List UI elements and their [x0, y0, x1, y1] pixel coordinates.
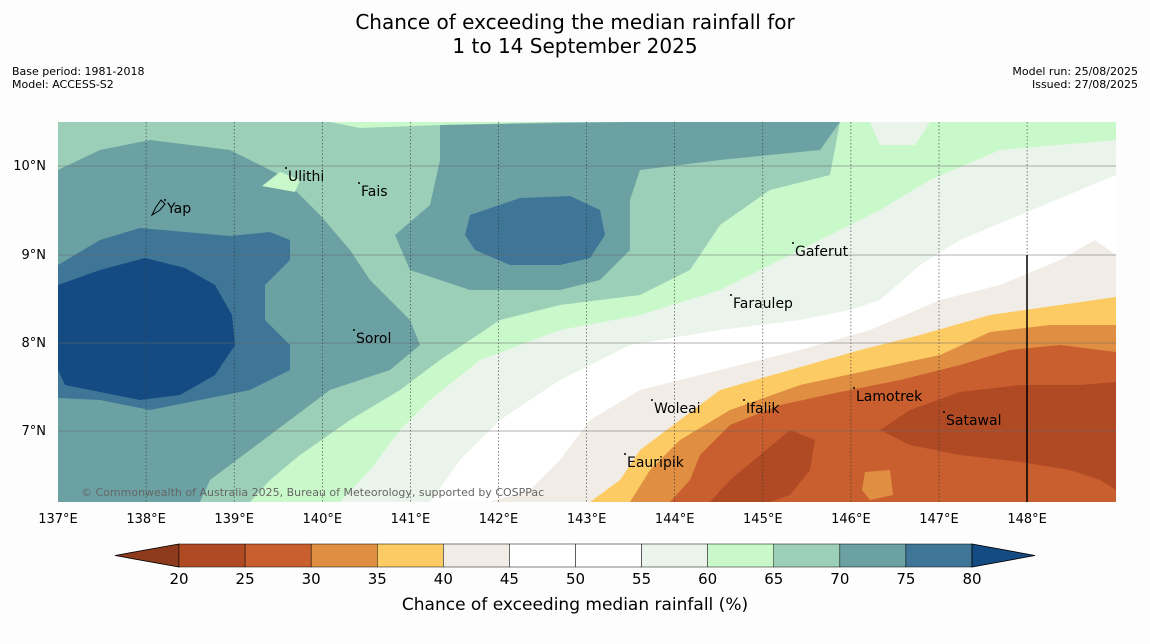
- place-label-woleai: Woleai: [654, 401, 701, 417]
- meta-left: Base period: 1981-2018 Model: ACCESS-S2: [12, 65, 144, 91]
- colorbar: 20 25 30 35 40 45 50 55 60 65 70 75 80: [114, 543, 1036, 588]
- colorbar-segment: [509, 543, 576, 568]
- island-marker: [943, 411, 945, 413]
- place-label-sorol: Sorol: [356, 331, 391, 347]
- place-labels: Yap Ulithi Fais Gaferut Faraulep Sorol Woleai I…: [150, 167, 1001, 471]
- colorbar-segment: [310, 543, 378, 568]
- probability-fields: [58, 122, 1116, 502]
- x-tick-label: 147°E: [919, 512, 959, 527]
- field-30-35-patch: [862, 470, 893, 500]
- x-tick-label: 142°E: [479, 512, 519, 527]
- place-label-yap: Yap: [166, 201, 191, 217]
- colorbar-tick-label: 50: [566, 570, 585, 588]
- graticule: [58, 122, 1116, 502]
- y-tick-label: 8°N: [22, 336, 47, 351]
- colorbar-tick-label: 55: [632, 570, 651, 588]
- x-tick-label: 140°E: [303, 512, 343, 527]
- island-marker: [164, 199, 166, 201]
- map-title-line-1: Chance of exceeding the median rainfall …: [355, 10, 795, 34]
- map-title-line-2: 1 to 14 September 2025: [452, 34, 698, 58]
- x-tick-label: 144°E: [655, 512, 695, 527]
- field-80-plus: [58, 258, 235, 400]
- colorbar-segment: [244, 543, 312, 568]
- x-tick-label: 141°E: [391, 512, 431, 527]
- place-label-lamotrek: Lamotrek: [856, 389, 923, 405]
- colorbar-segment: [641, 543, 708, 568]
- model-run-text: Model run: 25/08/2025: [1012, 65, 1138, 78]
- colorbar-tick-label: 35: [368, 570, 387, 588]
- x-tick-label: 143°E: [567, 512, 607, 527]
- axis-tick-labels: 137°E 138°E 139°E 140°E 141°E 142°E 143°E 144°E…: [13, 159, 1047, 527]
- colorbar-tick-label: 65: [764, 570, 783, 588]
- colorbar-tick-label: 60: [698, 570, 717, 588]
- island-marker: [730, 294, 732, 296]
- colorbar-tick-label: 45: [500, 570, 519, 588]
- colorbar-tick-label: 30: [302, 570, 321, 588]
- colorbar-segment: [377, 543, 444, 568]
- x-tick-label: 137°E: [38, 512, 78, 527]
- place-label-ifalik: Ifalik: [746, 401, 780, 417]
- copyright-text: © Commonwealth of Australia 2025, Bureau…: [81, 486, 544, 499]
- colorbar-tick-label: 25: [236, 570, 255, 588]
- colorbar-over-arrow: [971, 543, 1036, 568]
- y-tick-label: 7°N: [22, 424, 47, 439]
- colorbar-title: Chance of exceeding median rainfall (%): [402, 595, 748, 615]
- x-tick-label: 139°E: [214, 512, 254, 527]
- place-label-fais: Fais: [361, 184, 388, 200]
- island-marker: [624, 453, 626, 455]
- field-patch-northeast: [870, 122, 930, 145]
- colorbar-tick-label: 75: [896, 570, 915, 588]
- x-tick-label: 145°E: [743, 512, 783, 527]
- island-marker: [743, 399, 745, 401]
- colorbar-segment: [773, 543, 841, 568]
- colorbar-tick-label: 70: [830, 570, 849, 588]
- colorbar-under-arrow: [114, 543, 180, 568]
- model-text: Model: ACCESS-S2: [12, 78, 114, 91]
- island-marker: [853, 387, 855, 389]
- base-period-text: Base period: 1981-2018: [12, 65, 145, 78]
- colorbar-segment: [839, 543, 907, 568]
- x-tick-label: 148°E: [1007, 512, 1047, 527]
- colorbar-segment: [905, 543, 973, 568]
- island-marker: [651, 399, 653, 401]
- colorbar-segment: [443, 543, 510, 568]
- colorbar-segment: [178, 543, 246, 568]
- meta-right: Model run: 25/08/2025 Issued: 27/08/2025: [1012, 65, 1138, 91]
- x-tick-label: 138°E: [126, 512, 166, 527]
- island-marker: [792, 242, 794, 244]
- field-patch-ulithi: [262, 172, 300, 192]
- colorbar-segment: [575, 543, 642, 568]
- place-label-faraulep: Faraulep: [733, 296, 793, 312]
- place-label-satawal: Satawal: [946, 413, 1001, 429]
- colorbar-segment: [707, 543, 775, 568]
- place-label-eauripik: Eauripik: [627, 455, 685, 471]
- colorbar-tick-label: 20: [169, 570, 188, 588]
- colorbar-tick-label: 40: [434, 570, 453, 588]
- island-marker: [285, 167, 287, 169]
- x-tick-label: 146°E: [831, 512, 871, 527]
- island-marker: [353, 329, 355, 331]
- yap-island-outline: [150, 199, 166, 217]
- y-tick-label: 9°N: [22, 248, 47, 263]
- place-label-gaferut: Gaferut: [795, 244, 849, 260]
- issued-text: Issued: 27/08/2025: [1031, 78, 1138, 91]
- place-label-ulithi: Ulithi: [288, 169, 324, 185]
- field-75-80-north: [465, 196, 605, 265]
- island-marker: [358, 182, 360, 184]
- colorbar-tick-label: 80: [962, 570, 981, 588]
- y-tick-label: 10°N: [13, 159, 46, 174]
